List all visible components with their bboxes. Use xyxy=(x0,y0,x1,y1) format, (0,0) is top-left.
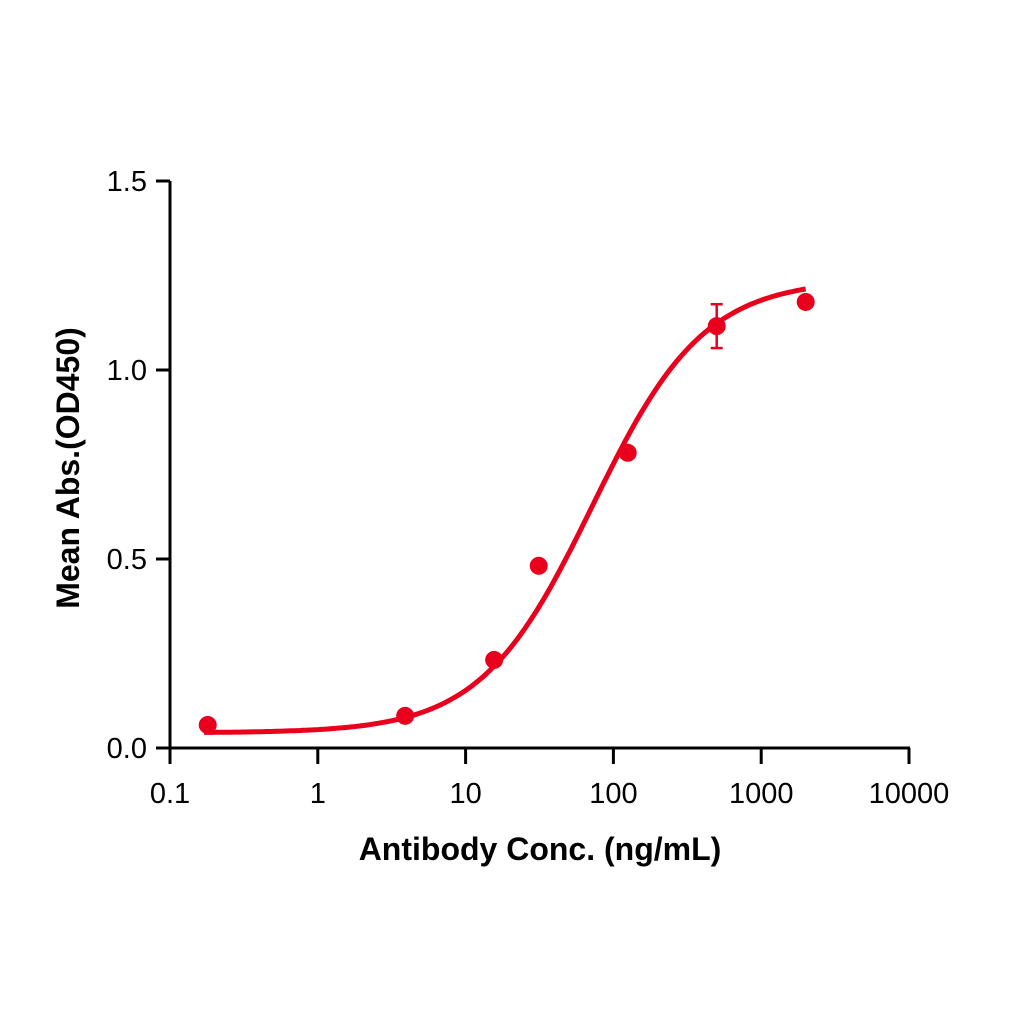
data-points xyxy=(198,292,815,734)
y-axis: 0.0 0.5 1.0 1.5 xyxy=(107,166,172,765)
data-point xyxy=(796,292,815,311)
y-tick-label: 0.5 xyxy=(107,544,147,576)
data-point xyxy=(485,650,504,669)
x-axis-title: Antibody Conc. (ng/mL) xyxy=(359,831,722,867)
data-point xyxy=(618,443,637,462)
x-tick-label: 10 xyxy=(449,778,481,810)
y-tick-label: 0.0 xyxy=(107,733,147,765)
x-axis: 0.1 1 10 100 1000 10000 xyxy=(150,746,950,810)
x-tick-label: 0.1 xyxy=(150,778,190,810)
data-point xyxy=(396,706,415,725)
x-tick-label: 1 xyxy=(310,778,326,810)
x-tick-label: 100 xyxy=(589,778,637,810)
data-point xyxy=(529,556,548,575)
fit-curve xyxy=(204,286,807,735)
y-tick-label: 1.5 xyxy=(107,166,147,198)
y-tick-label: 1.0 xyxy=(107,355,147,387)
x-tick-label: 1000 xyxy=(729,778,794,810)
x-tick-label: 10000 xyxy=(869,778,950,810)
data-point xyxy=(707,317,726,336)
data-point xyxy=(198,715,217,734)
y-axis-title: Mean Abs.(OD450) xyxy=(50,327,86,609)
